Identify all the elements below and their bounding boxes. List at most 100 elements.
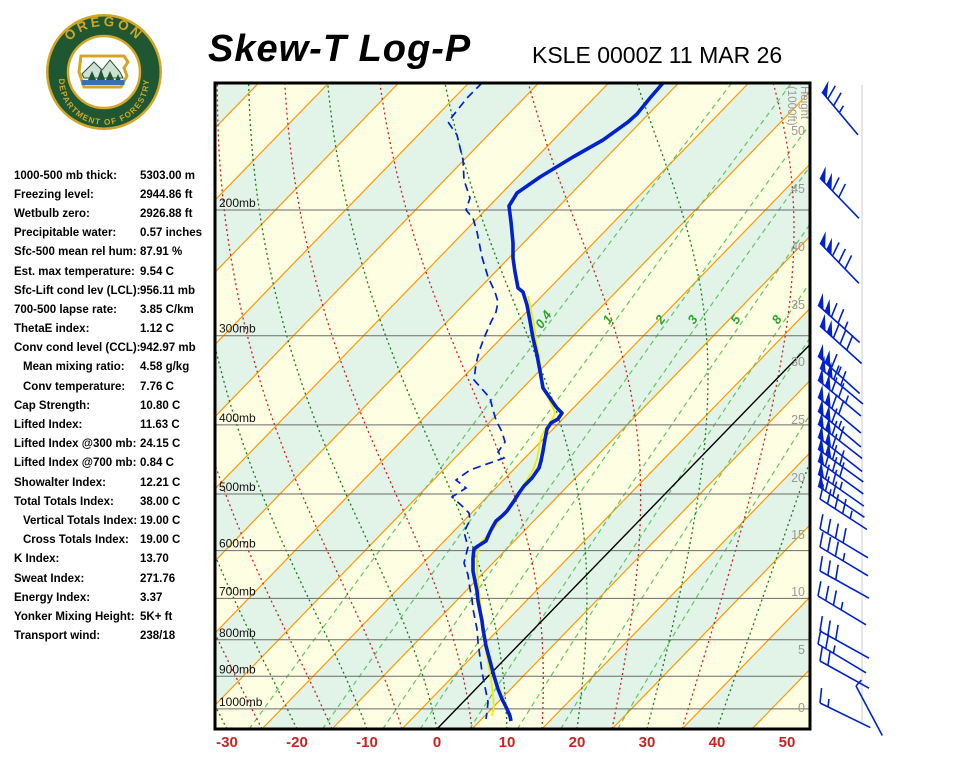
index-row: Sfc-500 mean rel hum: 87.91 % xyxy=(14,243,214,262)
index-value: 19.00 C xyxy=(140,534,181,547)
svg-text:20: 20 xyxy=(791,471,805,485)
wind-barb xyxy=(817,384,862,434)
wind-barbs xyxy=(817,80,883,736)
index-row: 700-500 lapse rate: 3.85 C/km xyxy=(14,300,214,319)
wind-barb xyxy=(817,411,863,460)
wind-barb xyxy=(817,581,867,626)
index-row: Showalter Index: 12.21 C xyxy=(14,473,214,492)
wind-barb xyxy=(817,436,864,483)
svg-text:-10: -10 xyxy=(356,734,378,751)
index-value: 1.12 C xyxy=(140,323,174,336)
index-value: 5303.00 m xyxy=(140,169,195,182)
svg-text:15: 15 xyxy=(791,528,805,542)
index-row: Lifted Index @700 mb: 0.84 C xyxy=(14,454,214,473)
indices-panel: 1000-500 mb thick: 5303.00 m Freezing leve… xyxy=(14,166,214,646)
svg-text:30: 30 xyxy=(639,734,656,751)
index-label: ThetaE index: xyxy=(14,323,90,336)
index-value: 5K+ ft xyxy=(140,610,173,623)
svg-text:1000mb: 1000mb xyxy=(219,695,263,709)
index-value: 9.54 C xyxy=(140,265,174,278)
svg-text:(1000ft): (1000ft) xyxy=(785,86,797,126)
index-row: ThetaE index: 1.12 C xyxy=(14,320,214,339)
svg-text:35: 35 xyxy=(791,298,805,312)
index-value: 24.15 C xyxy=(140,438,181,451)
svg-text:20: 20 xyxy=(569,734,586,751)
wind-barb xyxy=(817,424,863,473)
index-value: 3.85 C/km xyxy=(140,303,194,316)
wind-barb xyxy=(817,343,861,395)
svg-text:30: 30 xyxy=(791,355,805,369)
index-row: Energy Index: 3.37 xyxy=(14,588,214,607)
index-label: Conv temperature: xyxy=(23,380,126,393)
index-row: 1000-500 mb thick: 5303.00 m xyxy=(14,166,214,185)
index-value: 3.37 xyxy=(140,591,163,604)
temperature-axis-labels: -30 -20 -10 0 10 20 30 40 50 xyxy=(216,734,795,751)
svg-text:300mb: 300mb xyxy=(219,322,256,336)
index-label: Sweat Index: xyxy=(14,572,85,585)
wind-barb xyxy=(855,679,883,736)
pressure-labels: 200mb 300mb 400mb 500mb 600mb 700mb 800mb 900mb… xyxy=(219,196,263,709)
index-row: Sweat Index: 271.76 xyxy=(14,569,214,588)
svg-text:700mb: 700mb xyxy=(219,584,256,598)
svg-text:800mb: 800mb xyxy=(219,626,256,640)
moist-adiabats xyxy=(215,83,810,729)
logo-state-emblem xyxy=(77,54,130,89)
station-id: KSLE 0000Z 11 MAR 26 xyxy=(532,42,783,68)
index-value: 4.58 g/kg xyxy=(140,361,190,374)
index-label: Cap Strength: xyxy=(14,399,91,412)
svg-text:50: 50 xyxy=(791,124,805,138)
dewpoint-profile xyxy=(446,83,506,720)
index-label: 1000-500 mb thick: xyxy=(14,169,117,182)
svg-text:10: 10 xyxy=(499,734,516,751)
index-row: Yonker Mixing Height: 5K+ ft xyxy=(14,607,214,626)
index-value: 2926.88 ft xyxy=(140,207,193,220)
index-label: Lifted Index @700 mb: xyxy=(14,457,137,470)
index-value: 7.76 C xyxy=(140,380,174,393)
index-label: Cross Totals Index: xyxy=(23,534,129,547)
wind-barb xyxy=(819,231,860,284)
wind-barb xyxy=(817,448,864,495)
index-label: Vertical Totals Index: xyxy=(23,514,138,527)
index-value: 942.97 mb xyxy=(140,342,196,355)
svg-text:-20: -20 xyxy=(286,734,308,751)
index-row: Cross Totals Index: 19.00 C xyxy=(14,531,214,550)
index-label: Lifted Index @300 mb: xyxy=(14,438,137,451)
index-row: Vertical Totals Index: 19.00 C xyxy=(14,511,214,530)
index-label: Sfc-Lift cond lev (LCL): xyxy=(14,284,141,297)
freezing-isotherm xyxy=(436,343,810,729)
wind-barb xyxy=(819,355,864,405)
plot-border xyxy=(213,81,812,731)
index-label: Wetbulb zero: xyxy=(14,207,90,220)
index-row: K Index: 13.70 xyxy=(14,550,214,569)
index-value: 956.11 mb xyxy=(140,284,195,297)
wind-barb xyxy=(819,687,871,729)
index-label: 700-500 lapse rate: xyxy=(14,303,117,316)
wind-barb xyxy=(821,80,859,136)
isotherm-bands xyxy=(215,83,810,729)
index-row: Freezing level: 2944.86 ft xyxy=(14,185,214,204)
svg-text:40: 40 xyxy=(791,240,805,254)
wind-barb xyxy=(819,484,868,531)
svg-text:0: 0 xyxy=(433,734,441,751)
index-row: Mean mixing ratio: 4.58 g/kg xyxy=(14,358,214,377)
index-row: Lifted Index: 11.63 C xyxy=(14,415,214,434)
index-label: Yonker Mixing Height: xyxy=(14,610,135,623)
svg-text:Height: Height xyxy=(798,86,810,120)
index-value: 10.80 C xyxy=(140,399,181,412)
svg-text:50: 50 xyxy=(779,734,796,751)
wind-barb xyxy=(819,532,869,577)
wind-barb xyxy=(817,398,862,448)
index-label: Sfc-500 mean rel hum: xyxy=(14,246,137,259)
svg-text:45: 45 xyxy=(791,182,805,196)
wind-barb xyxy=(817,461,865,507)
svg-text:0: 0 xyxy=(798,701,805,715)
index-label: Mean mixing ratio: xyxy=(23,361,125,374)
index-row: Total Totals Index: 38.00 C xyxy=(14,492,214,511)
index-row: Est. max temperature: 9.54 C xyxy=(14,262,214,281)
index-label: Freezing level: xyxy=(14,188,94,201)
index-value: 2944.86 ft xyxy=(140,188,193,201)
wind-barb xyxy=(819,166,860,219)
wind-barb xyxy=(819,556,870,599)
index-label: Total Totals Index: xyxy=(14,495,114,508)
